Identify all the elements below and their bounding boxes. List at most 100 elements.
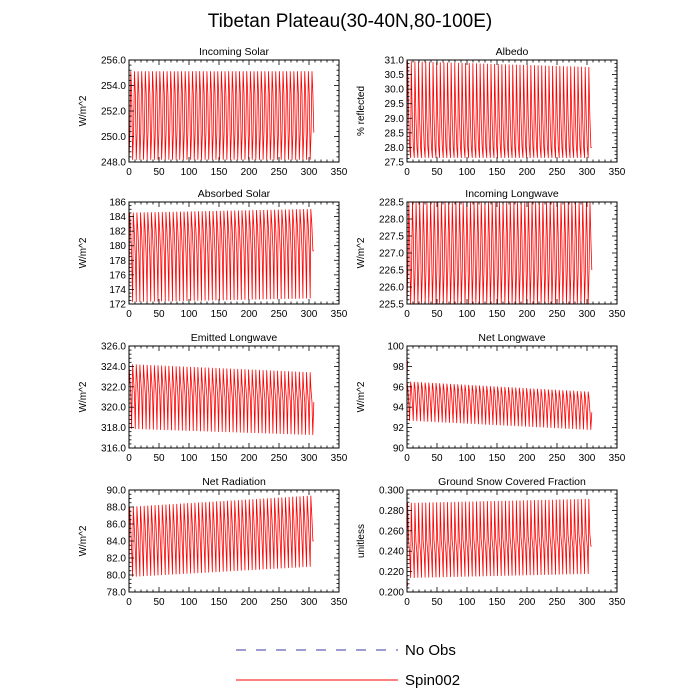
x-tick-label: 0 — [404, 167, 410, 178]
y-tick-label: 252.0 — [101, 107, 126, 118]
chart-panel-8: Ground Snow Covered Fraction unitless 0 50 1… — [356, 476, 626, 608]
y-tick-label: 228.0 — [379, 215, 404, 226]
x-tick-label: 300 — [301, 597, 318, 608]
x-tick-label: 0 — [404, 597, 410, 608]
plot-frame — [406, 345, 618, 449]
x-tick-label: 350 — [609, 167, 626, 178]
y-tick-label: 320.0 — [101, 403, 126, 414]
legend: No Obs Spin002 — [236, 642, 460, 689]
x-tick-label: 350 — [609, 453, 626, 464]
y-tick-label: 250.0 — [101, 132, 126, 143]
y-tick-label: 184 — [109, 212, 126, 223]
x-tick-label: 100 — [459, 597, 476, 608]
x-tick-label: 100 — [181, 309, 198, 320]
x-tick-label: 50 — [431, 597, 443, 608]
chart-title: Net Longwave — [478, 332, 545, 344]
y-tick-label: 186 — [109, 198, 126, 209]
y-tick-label: 96 — [393, 382, 405, 393]
x-tick-label: 50 — [153, 453, 165, 464]
series-line-spin002 — [128, 495, 314, 577]
y-tick-label: 88.0 — [107, 503, 127, 514]
x-tick-label: 150 — [489, 453, 506, 464]
x-tick-label: 250 — [271, 167, 288, 178]
x-tick-label: 0 — [126, 597, 132, 608]
y-axis-label: % reflected — [356, 86, 367, 136]
x-tick-label: 200 — [519, 167, 536, 178]
y-axis-label: W/m^2 — [356, 381, 367, 412]
chart-panel-7: Net Radiation W/m^2 0 50 100 150 200 250 300 350 7… — [78, 476, 348, 608]
y-tick-label: 180 — [109, 241, 126, 252]
y-axis-label: unitless — [356, 524, 367, 558]
x-tick-label: 50 — [431, 453, 443, 464]
y-tick-label: 92 — [393, 423, 405, 434]
series-line-spin002 — [128, 208, 314, 303]
y-tick-label: 29.5 — [385, 99, 405, 110]
x-tick-label: 250 — [271, 309, 288, 320]
x-tick-label: 200 — [241, 597, 258, 608]
y-tick-label: 78.0 — [107, 588, 127, 599]
y-tick-label: 28.0 — [385, 143, 405, 154]
x-tick-label: 150 — [489, 167, 506, 178]
x-tick-label: 100 — [459, 167, 476, 178]
x-tick-label: 100 — [181, 597, 198, 608]
x-tick-label: 300 — [301, 453, 318, 464]
x-tick-label: 250 — [549, 167, 566, 178]
y-tick-label: 82.0 — [107, 554, 127, 565]
y-tick-label: 174 — [109, 285, 126, 296]
series-line-spin002 — [128, 71, 315, 160]
y-tick-label: 28.5 — [385, 128, 405, 139]
x-tick-label: 350 — [331, 453, 348, 464]
y-tick-label: 228.5 — [379, 198, 404, 209]
x-tick-label: 350 — [331, 597, 348, 608]
y-tick-label: 256.0 — [101, 56, 126, 67]
y-tick-label: 0.260 — [379, 526, 404, 537]
y-tick-label: 29.0 — [385, 114, 405, 125]
y-tick-label: 84.0 — [107, 537, 127, 548]
x-tick-label: 100 — [181, 453, 198, 464]
y-axis-label: W/m^2 — [78, 95, 89, 126]
chart-panel-2: Albedo % reflected 0 50 100 150 200 250 300 350 27… — [356, 46, 626, 178]
series-line-spin002 — [406, 61, 592, 159]
x-tick-label: 300 — [301, 167, 318, 178]
x-tick-label: 0 — [404, 453, 410, 464]
x-tick-label: 0 — [126, 309, 132, 320]
y-tick-label: 90.0 — [107, 486, 127, 497]
y-axis-label: W/m^2 — [78, 237, 89, 268]
x-tick-label: 350 — [609, 597, 626, 608]
x-tick-label: 0 — [126, 453, 132, 464]
y-tick-label: 324.0 — [101, 362, 126, 373]
figure-title: Tibetan Plateau(30-40N,80-100E) — [208, 11, 492, 32]
x-tick-label: 150 — [211, 453, 228, 464]
x-tick-label: 250 — [271, 453, 288, 464]
x-tick-label: 150 — [211, 167, 228, 178]
legend-label-no-obs: No Obs — [405, 642, 456, 659]
x-tick-label: 250 — [549, 597, 566, 608]
y-tick-label: 0.200 — [379, 588, 404, 599]
x-tick-label: 200 — [519, 597, 536, 608]
series-line-spin002 — [406, 498, 592, 586]
y-tick-label: 94 — [393, 403, 405, 414]
y-tick-label: 27.5 — [385, 158, 405, 169]
y-tick-label: 30.0 — [385, 85, 405, 96]
chart-title: Emitted Longwave — [191, 332, 278, 344]
y-tick-label: 227.0 — [379, 249, 404, 260]
chart-panel-5: Emitted Longwave W/m^2 0 50 100 150 200 250 300 3… — [78, 332, 348, 464]
y-tick-label: 86.0 — [107, 520, 127, 531]
x-tick-label: 0 — [404, 309, 410, 320]
chart-title: Incoming Solar — [199, 46, 270, 58]
chart-title: Net Radiation — [202, 476, 266, 488]
x-tick-label: 300 — [579, 453, 596, 464]
y-tick-label: 248.0 — [101, 158, 126, 169]
y-tick-label: 0.220 — [379, 567, 404, 578]
x-tick-label: 100 — [459, 309, 476, 320]
x-tick-label: 50 — [153, 167, 165, 178]
y-axis-label: W/m^2 — [78, 381, 89, 412]
y-tick-label: 31.0 — [385, 56, 405, 67]
x-tick-label: 300 — [301, 309, 318, 320]
x-tick-label: 350 — [331, 167, 348, 178]
x-tick-label: 200 — [519, 453, 536, 464]
y-tick-label: 30.5 — [385, 70, 405, 81]
y-tick-label: 254.0 — [101, 81, 126, 92]
legend-label-spin002: Spin002 — [405, 672, 460, 689]
